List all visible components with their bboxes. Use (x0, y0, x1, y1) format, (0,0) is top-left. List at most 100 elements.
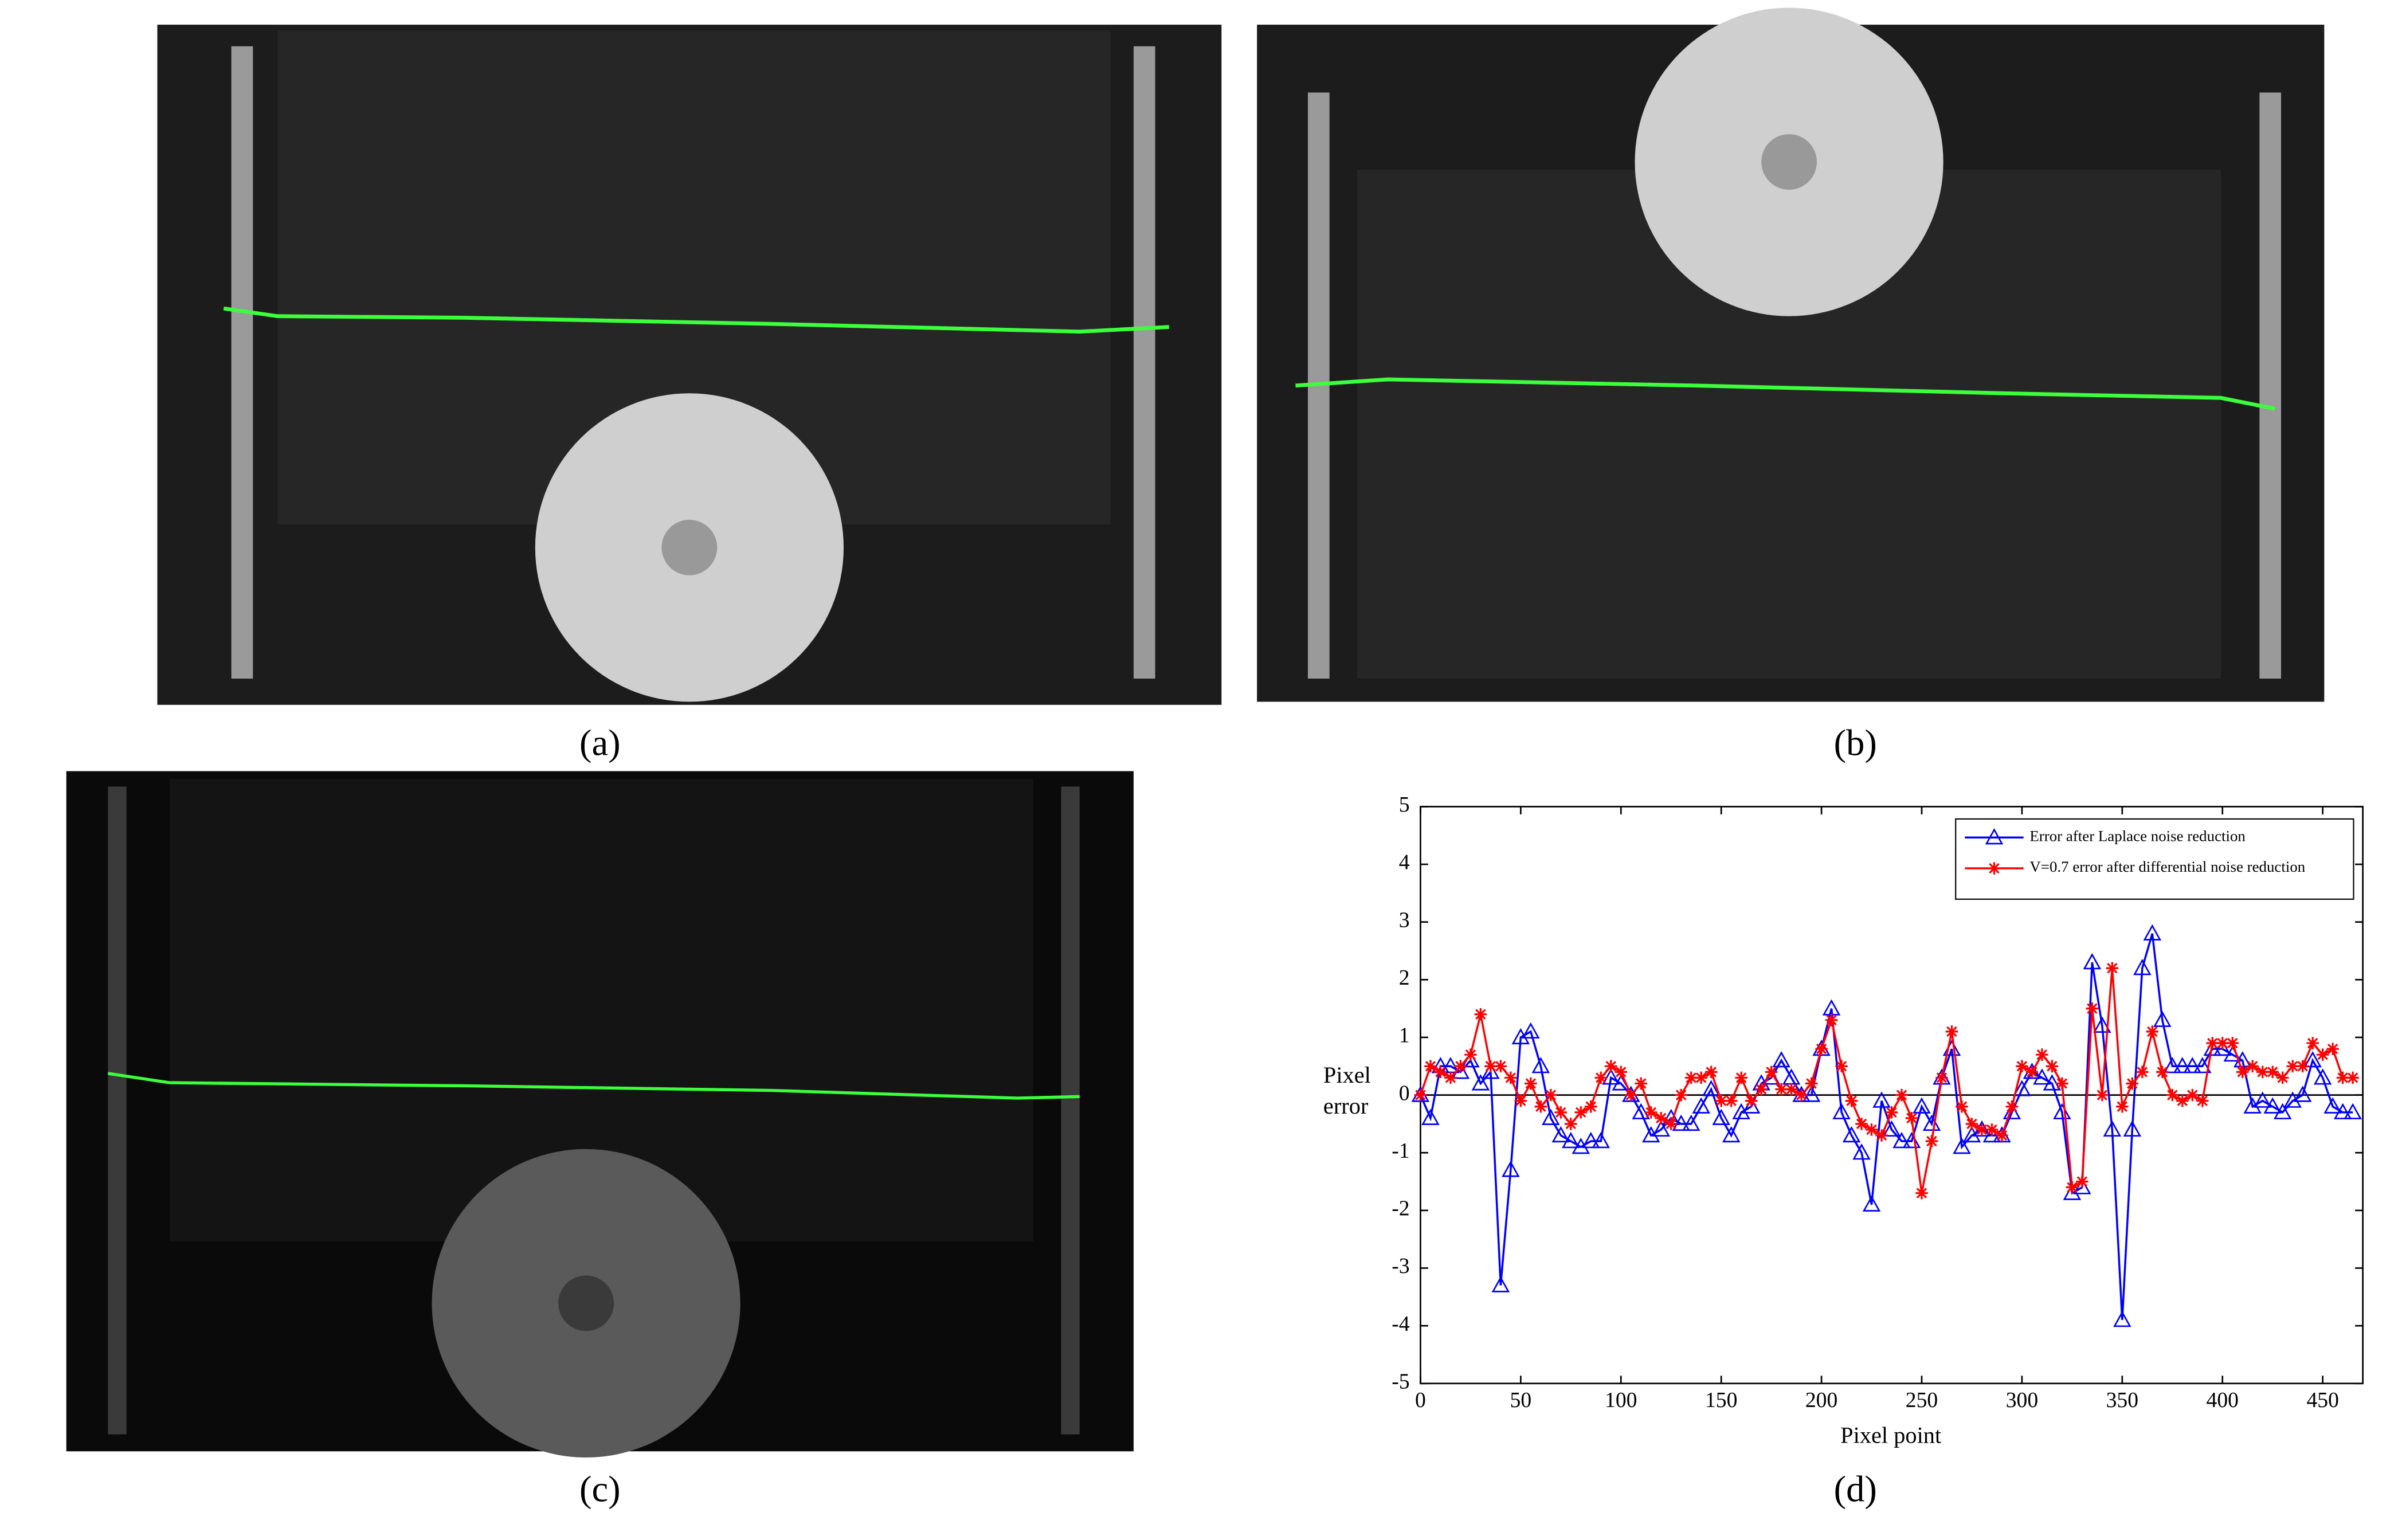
y-tick-label: -5 (1392, 1369, 1409, 1393)
marker (2326, 1043, 2339, 1055)
marker (1795, 1088, 1808, 1102)
marker (2143, 924, 2162, 941)
x-tick-label: 400 (2207, 1388, 2239, 1412)
marker (2146, 1025, 2159, 1038)
y-axis-label: Pixel error (1323, 1064, 1371, 1120)
x-tick-label: 100 (1605, 1388, 1637, 1412)
marker (1862, 1195, 1881, 1212)
y-tick-label: -2 (1392, 1197, 1409, 1221)
marker (1511, 1028, 1530, 1045)
marker (1925, 1135, 1938, 1147)
marker (2323, 1097, 2342, 1114)
caption: (c) (579, 1468, 621, 1510)
marker (2283, 1091, 2302, 1108)
photo-a (157, 25, 1222, 705)
marker (2013, 1080, 2031, 1096)
y-tick-label: 3 (1399, 908, 1410, 932)
marker (1722, 1126, 1741, 1143)
marker (1542, 1108, 1560, 1126)
marker (1692, 1097, 1710, 1114)
marker (1545, 1088, 1557, 1102)
marker (1562, 1131, 1580, 1149)
marker (1702, 1080, 1721, 1096)
marker (1965, 1118, 1978, 1130)
marker (1962, 1126, 1981, 1143)
marker (1594, 1071, 1608, 1084)
marker (2256, 1065, 2269, 1079)
marker (1935, 1071, 1948, 1084)
marker (2156, 1065, 2169, 1079)
marker (2066, 1181, 2079, 1194)
marker (2293, 1086, 2312, 1102)
marker (1732, 1103, 1750, 1119)
marker (1592, 1131, 1610, 1149)
legend-marker (1988, 862, 2001, 875)
marker (1652, 1120, 1670, 1137)
marker (1525, 1077, 1537, 1090)
marker (1471, 1074, 1490, 1091)
marker (1565, 1118, 1577, 1130)
marker (1805, 1077, 1818, 1090)
y-tick-label: -4 (1392, 1312, 1410, 1336)
marker (1491, 1276, 1510, 1292)
marker (1875, 1129, 1888, 1142)
marker (1872, 1091, 1891, 1108)
marker (1842, 1126, 1861, 1143)
marker (1664, 1118, 1678, 1130)
marker (1996, 1129, 2008, 1142)
photo-c (66, 771, 1134, 1458)
marker (2096, 1088, 2109, 1102)
marker (1504, 1071, 1517, 1084)
marker (1444, 1071, 1457, 1084)
marker (2086, 1002, 2099, 1015)
marker (1585, 1100, 1597, 1113)
legend-label: Error after Laplace noise reduction (2029, 827, 2246, 844)
x-tick-label: 150 (1705, 1388, 1737, 1412)
marker (1554, 1106, 1568, 1119)
marker (2176, 1094, 2189, 1107)
x-tick-label: 200 (1805, 1388, 1837, 1412)
marker (2196, 1094, 2209, 1107)
marker (1892, 1131, 1911, 1149)
marker (2076, 1175, 2088, 1188)
marker (1725, 1094, 1738, 1107)
marker (1434, 1065, 1447, 1079)
marker (1675, 1088, 1687, 1102)
marker (1655, 1112, 1667, 1124)
marker (2136, 1065, 2149, 1079)
marker (2316, 1048, 2329, 1061)
marker (1913, 1097, 1931, 1114)
x-tick-label: 250 (1906, 1388, 1938, 1412)
marker (1825, 1014, 1838, 1026)
marker (2106, 962, 2119, 974)
marker (2133, 958, 2152, 975)
marker (2166, 1088, 2179, 1102)
photo-b (1257, 7, 2325, 702)
marker (1572, 1137, 1590, 1154)
marker (2083, 953, 2102, 970)
marker (2206, 1037, 2219, 1049)
x-tick-label: 300 (2006, 1388, 2038, 1412)
marker (1895, 1088, 1908, 1102)
legend-marker (1985, 828, 2004, 845)
y-tick-label: -1 (1392, 1139, 1409, 1163)
x-tick-label: 50 (1510, 1388, 1532, 1412)
marker (2113, 1310, 2131, 1327)
x-tick-label: 350 (2106, 1388, 2138, 1412)
marker (1956, 1100, 1968, 1113)
marker (2056, 1077, 2068, 1090)
marker (1474, 1008, 1487, 1021)
marker (1644, 1106, 1657, 1119)
marker (2286, 1060, 2299, 1073)
marker (2236, 1065, 2249, 1079)
marker (2226, 1037, 2239, 1049)
legend-box (1955, 818, 2354, 900)
y-tick-label: 0 (1399, 1081, 1410, 1105)
marker (1522, 1022, 1540, 1039)
marker (2183, 1057, 2202, 1073)
series-line (1419, 968, 2353, 1194)
marker (1852, 1143, 1871, 1160)
marker (1642, 1126, 1660, 1143)
marker (1885, 1106, 1898, 1119)
